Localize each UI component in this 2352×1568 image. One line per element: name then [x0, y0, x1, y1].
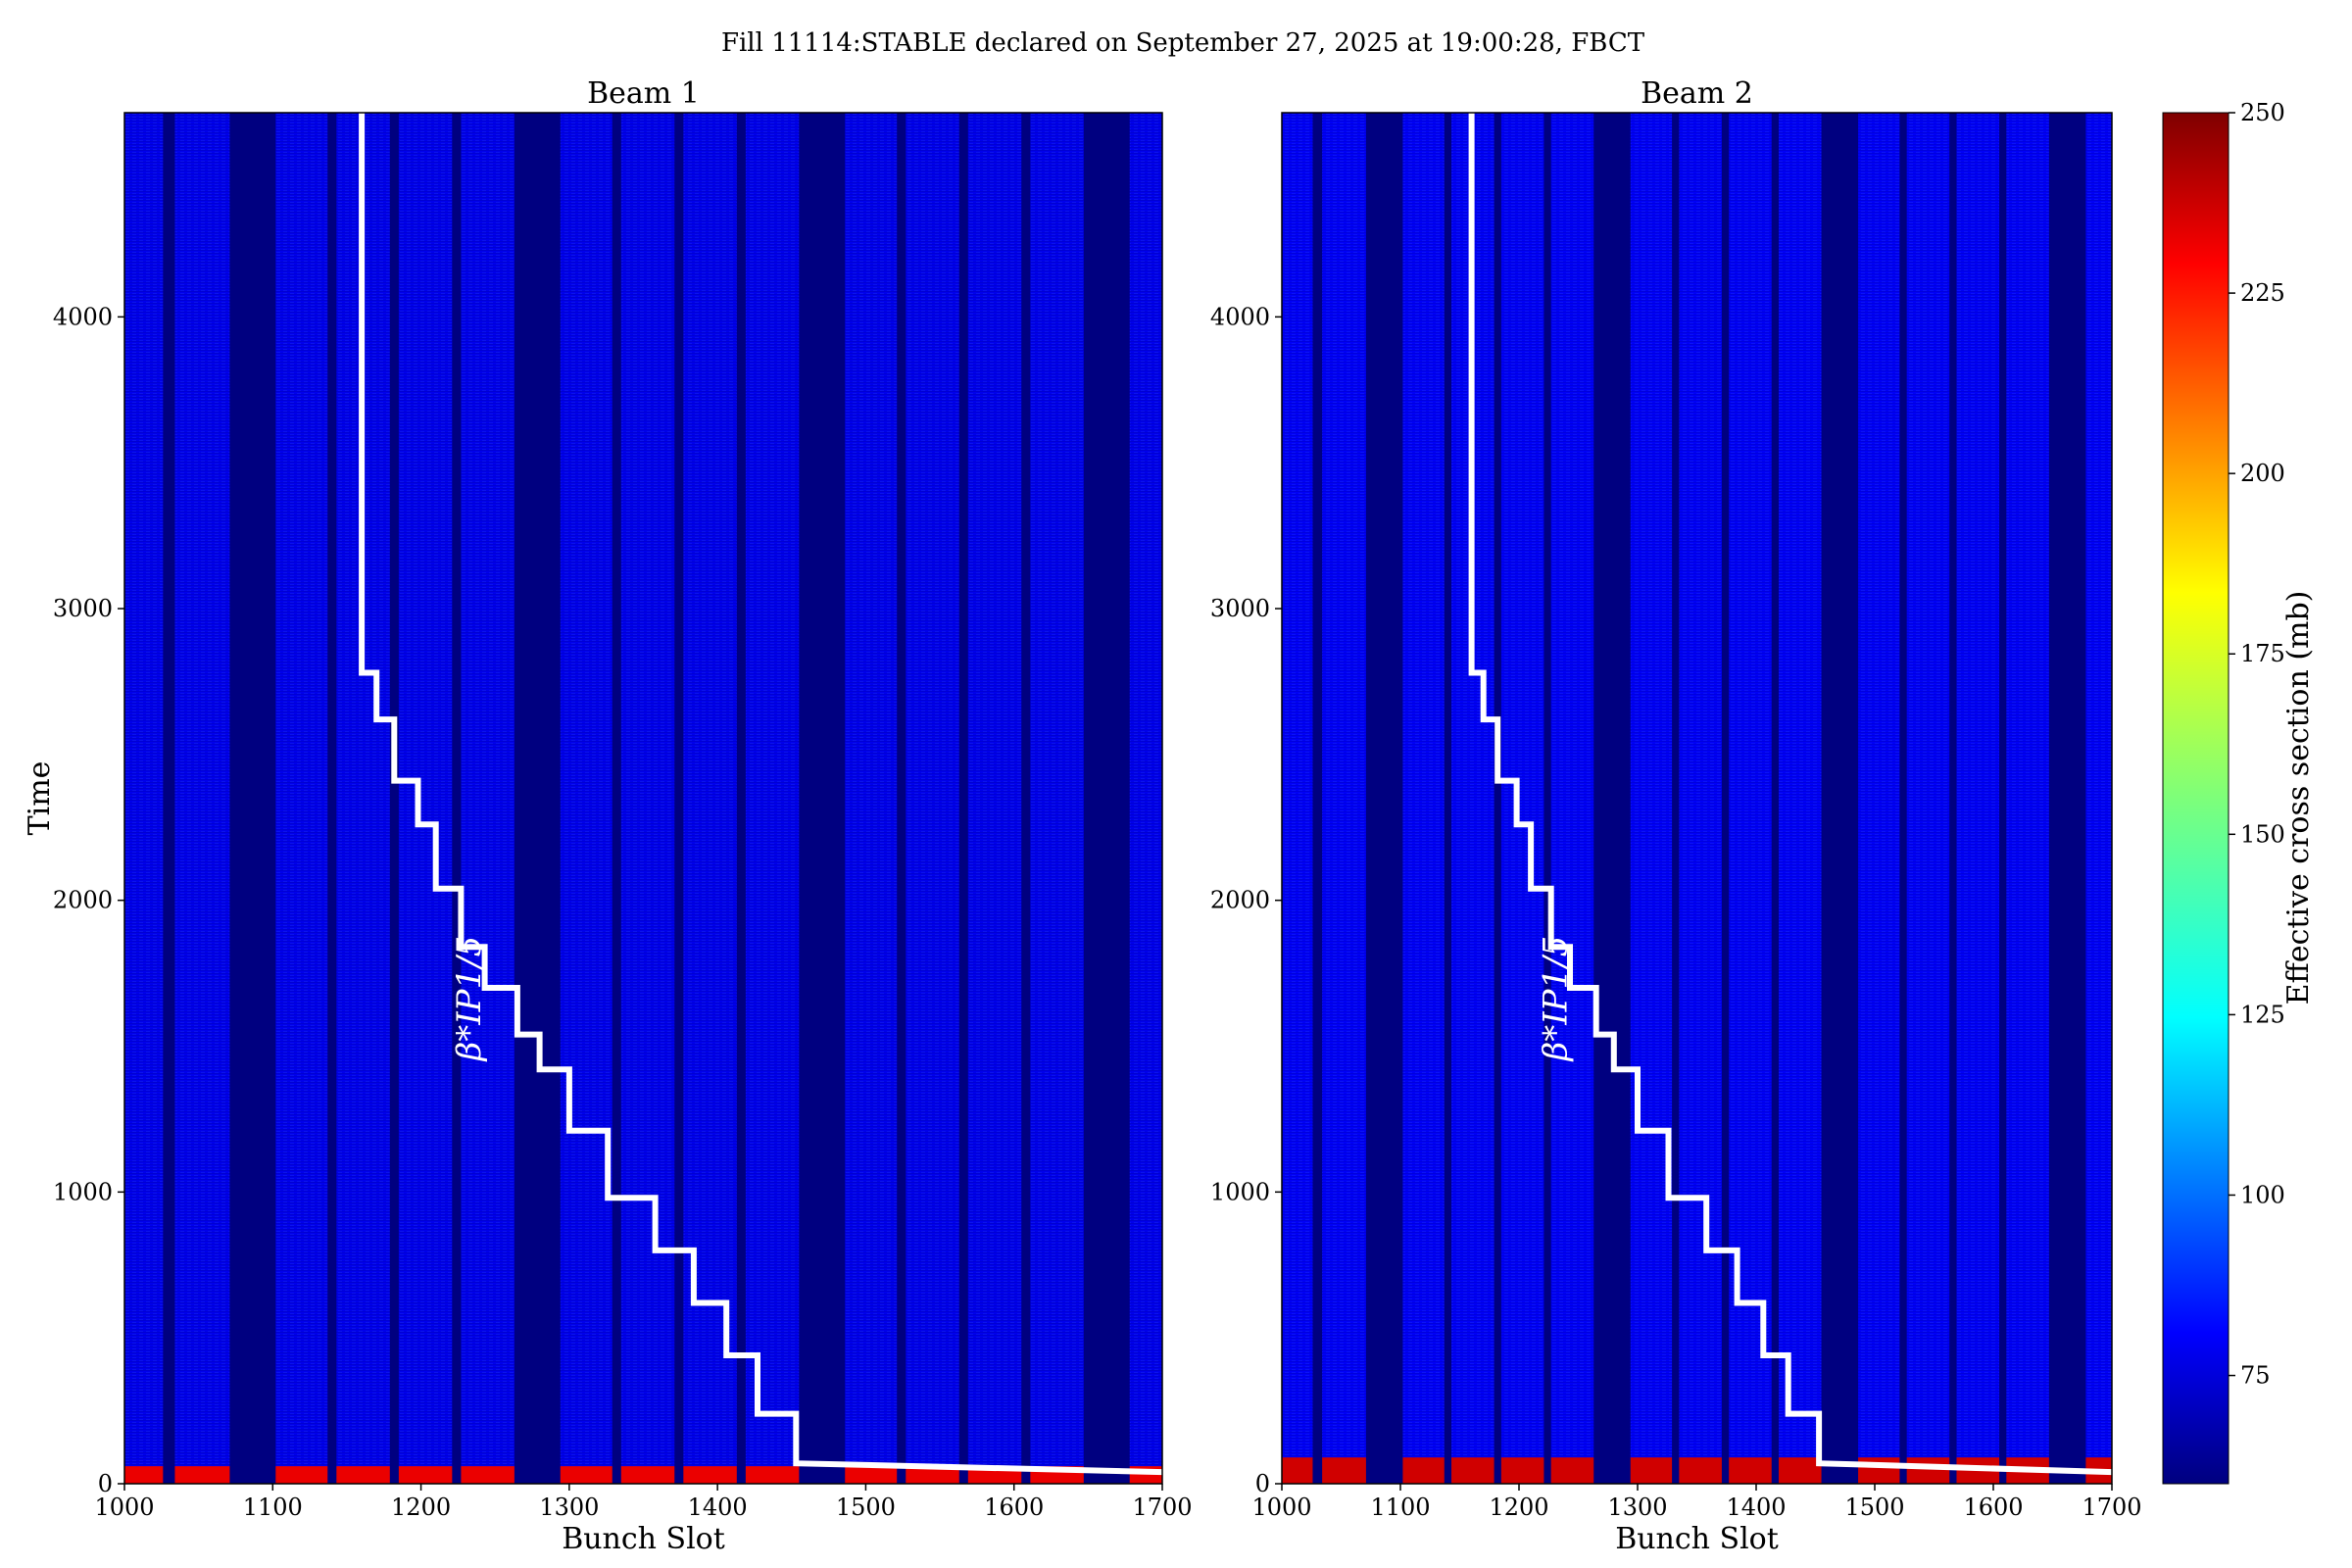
y-tick-label: 0 — [1255, 1470, 1270, 1497]
y-tick-label: 2000 — [53, 887, 113, 914]
x-tick-label: 1000 — [1251, 1494, 1311, 1521]
x-tick-label: 1600 — [984, 1494, 1044, 1521]
y-tick-label: 3000 — [1210, 595, 1270, 622]
empty-slot-gap — [163, 113, 175, 1484]
colorbar-tick-label: 250 — [2240, 99, 2285, 126]
empty-slot-gap — [1821, 113, 1859, 1484]
empty-slot-gap — [1899, 113, 1907, 1484]
panel-title: Beam 1 — [587, 76, 700, 111]
panel-title: Beam 2 — [1641, 76, 1753, 111]
colorbar-tick-label: 200 — [2240, 460, 2285, 487]
x-tick-label: 1400 — [1726, 1494, 1786, 1521]
beta-star-annotation: β*IP1/5 — [1536, 936, 1575, 1063]
beta-star-line — [359, 113, 1162, 1476]
colorbar-tick-label: 125 — [2240, 1001, 2285, 1028]
y-tick-label: 1000 — [53, 1178, 113, 1205]
empty-slot-gap — [1021, 113, 1031, 1484]
colorbar-tick-label: 100 — [2240, 1181, 2285, 1208]
x-tick-label: 1700 — [2082, 1494, 2141, 1521]
beta-star-annotation: β*IP1/5 — [450, 936, 489, 1063]
y-tick-label: 1000 — [1210, 1178, 1270, 1205]
heatmap-area: β*IP1/5 — [124, 113, 1162, 1484]
colorbar: 75 100 125 150 175 200 225 250 Effective cross … — [2162, 99, 2316, 1485]
x-tick-label: 1600 — [1963, 1494, 2023, 1521]
y-tick-label: 4000 — [1210, 303, 1270, 330]
x-axis-label: Bunch Slot — [562, 1522, 725, 1556]
colorbar-tick-label: 150 — [2240, 820, 2285, 848]
empty-slot-gap — [1312, 113, 1323, 1484]
empty-slot-gap — [1999, 113, 2007, 1484]
empty-slot-gap — [1444, 113, 1452, 1484]
x-tick-label: 1200 — [391, 1494, 451, 1521]
empty-slot-gap — [327, 113, 337, 1484]
empty-slot-gap — [1083, 113, 1130, 1484]
empty-slot-gap — [2048, 113, 2086, 1484]
y-tick-label: 2000 — [1210, 887, 1270, 914]
y-tick-label: 0 — [98, 1470, 113, 1497]
x-tick-label: 1100 — [243, 1494, 303, 1521]
figure-title: Fill 11114:STABLE declared on September … — [721, 28, 1645, 58]
colorbar-tick-label: 225 — [2240, 279, 2285, 307]
x-tick-label: 1000 — [94, 1494, 154, 1521]
empty-slot-gap — [1721, 113, 1730, 1484]
empty-slot-gap — [1672, 113, 1680, 1484]
heatmap-area: β*IP1/5 — [1282, 113, 2112, 1484]
y-tick-label: 3000 — [53, 595, 113, 622]
colorbar-tick-label: 75 — [2240, 1362, 2271, 1390]
axes-frame — [1281, 112, 2113, 1485]
beam-2-panel: β*IP1/5 1000 1100 1200 1300 1400 1500 1600 1700 0… — [1210, 76, 2142, 1556]
colorbar-tick-label: 175 — [2240, 640, 2285, 667]
empty-slot-gap — [897, 113, 906, 1484]
empty-slot-gap — [799, 113, 846, 1484]
empty-slot-gap — [1593, 113, 1631, 1484]
empty-slot-gap — [736, 113, 746, 1484]
empty-slot-gap — [1544, 113, 1551, 1484]
empty-slot-gap — [1494, 113, 1501, 1484]
empty-slot-gap — [958, 113, 968, 1484]
x-tick-label: 1400 — [688, 1494, 748, 1521]
empty-slot-gap — [1365, 113, 1403, 1484]
y-axis-label: Time — [23, 761, 57, 836]
beta-star-line — [1468, 113, 2112, 1476]
y-tick-label: 4000 — [53, 303, 113, 330]
x-tick-label: 1300 — [539, 1494, 599, 1521]
empty-slot-gap — [1949, 113, 1957, 1484]
empty-slot-gap — [1771, 113, 1779, 1484]
x-tick-label: 1100 — [1370, 1494, 1430, 1521]
x-tick-label: 1700 — [1132, 1494, 1192, 1521]
beam-1-panel: β*IP1/5 1000 1100 1200 1300 1400 1500 1600 1700 0… — [23, 76, 1193, 1556]
heatmap-texture — [124, 113, 1162, 1484]
x-tick-label: 1500 — [836, 1494, 896, 1521]
x-axis-label: Bunch Slot — [1615, 1522, 1779, 1556]
empty-slot-gap — [229, 113, 276, 1484]
empty-slot-gap — [389, 113, 399, 1484]
colorbar-label: Effective cross section (mb) — [2281, 591, 2316, 1005]
colorbar-gradient — [2162, 112, 2230, 1485]
empty-slot-gap — [452, 113, 462, 1484]
x-tick-label: 1500 — [1844, 1494, 1904, 1521]
x-tick-label: 1200 — [1489, 1494, 1548, 1521]
empty-slot-gap — [674, 113, 684, 1484]
empty-slot-gap — [612, 113, 621, 1484]
heatmap-texture — [1282, 113, 2112, 1484]
x-tick-label: 1300 — [1607, 1494, 1667, 1521]
axes-frame — [123, 112, 1163, 1485]
empty-slot-gap — [514, 113, 561, 1484]
